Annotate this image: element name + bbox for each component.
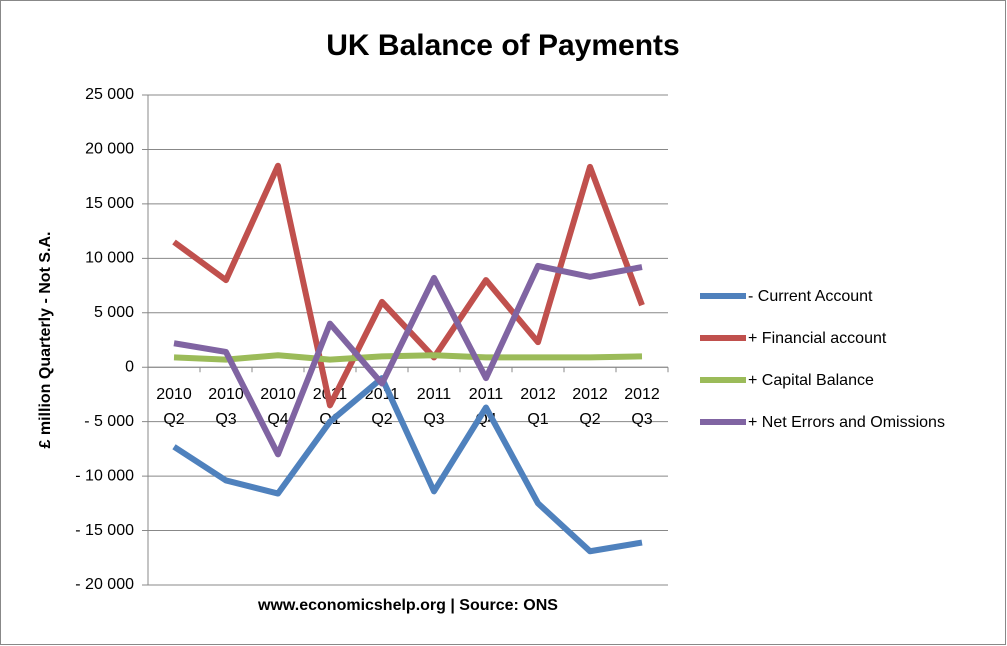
y-tick-label: 25 000 [85, 86, 134, 103]
y-tick-label: - 20 000 [75, 576, 134, 593]
chart-title: UK Balance of Payments [326, 29, 679, 62]
x-tick-label: 2012 Q3 [624, 386, 660, 428]
x-tick-label-line: 2010 [260, 386, 296, 403]
legend-label: - Current Account [748, 288, 873, 305]
y-tick-label: 15 000 [85, 195, 134, 212]
x-axis-label: www.economicshelp.org | Source: ONS [257, 597, 558, 614]
x-tick-label: 2012 Q1 [520, 386, 556, 428]
x-tick-label-line: Q3 [215, 411, 236, 428]
series-line [173, 262, 643, 458]
x-tick-label-line: Q1 [527, 411, 548, 428]
series-line [172, 375, 643, 555]
x-tick-label-line: Q2 [371, 411, 392, 428]
x-tick-label-line: Q3 [631, 411, 652, 428]
y-tick-label: 10 000 [85, 250, 134, 267]
legend-label: + Net Errors and Omissions [748, 414, 945, 431]
x-tick-label: 2012 Q2 [572, 386, 608, 428]
x-tick-label-line: Q4 [267, 411, 288, 428]
y-tick-label: 5 000 [94, 304, 134, 321]
x-tick-label-line: Q3 [423, 411, 444, 428]
series-line [173, 352, 643, 363]
legend-label: + Capital Balance [748, 372, 874, 389]
x-tick-label-line: 2011 [417, 386, 452, 403]
x-tick-label: 2010 Q3 [208, 386, 244, 428]
x-tick-label-line: 2011 [469, 386, 504, 403]
x-tick-label-line: 2010 [156, 386, 192, 403]
x-tick-label-line: 2010 [208, 386, 244, 403]
legend-label: + Financial account [748, 330, 887, 347]
x-tick-label-line: Q2 [163, 411, 184, 428]
x-tick-label-line: Q2 [579, 411, 600, 428]
x-tick-label-line: 2012 [520, 386, 556, 403]
x-tick-label-line: 2012 [624, 386, 660, 403]
x-tick-label-line: 2012 [572, 386, 608, 403]
x-tick-label: 2011 Q3 [417, 386, 452, 428]
y-tick-label: - 15 000 [75, 522, 134, 539]
x-tick-label: 2010 Q2 [156, 386, 192, 428]
x-tick-label: 2010 Q4 [260, 386, 296, 428]
y-tick-label: - 5 000 [84, 413, 134, 430]
y-tick-label: 0 [125, 358, 134, 375]
y-tick-label: 20 000 [85, 141, 134, 158]
y-axis-label: £ million Quarterly - Not S.A. [37, 232, 54, 449]
y-tick-label: - 10 000 [75, 467, 134, 484]
